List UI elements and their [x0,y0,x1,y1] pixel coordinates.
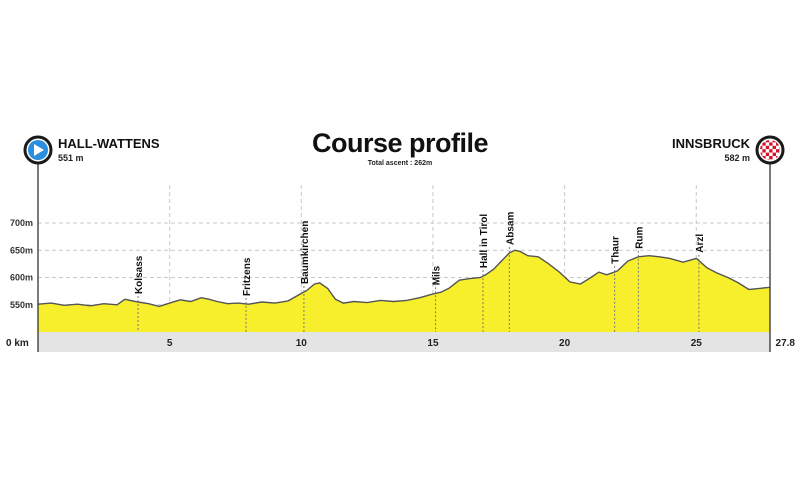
y-tick-label: 550m [10,300,33,310]
checker-square [762,149,766,153]
place-label: Mils [432,265,443,285]
total-ascent-subtitle: Total ascent : 262m [367,160,433,167]
place-label: Thaur [611,236,622,264]
place-layer: Kolsass Fritzens Baumkirchen Mils Hall in Ti… [134,212,706,332]
place-label: Rum [634,226,645,248]
x-tick-label: 27.8 [776,338,796,349]
start-name: HALL-WATTENS [58,136,160,151]
checker-square [765,140,770,143]
y-tick-labels: 550m 600m 650m 700m [10,218,33,310]
checker-square [776,149,780,153]
checker-square [762,142,766,146]
checker-square [769,142,773,146]
checker-square [769,140,773,143]
place-label: Baumkirchen [300,221,311,284]
x-tick-label: 0 km [6,338,29,349]
finish-checkered-flag-icon [755,135,785,165]
area-layer [37,249,771,332]
checker-square [760,145,763,150]
checker-square [772,152,776,156]
x-tick-label: 5 [167,338,173,349]
place-label: Kolsass [134,255,145,294]
finish-name: INNSBRUCK [672,136,750,151]
y-tick-label: 650m [10,245,33,255]
y-tick-label: 600m [10,273,33,283]
checker-square [769,152,773,156]
x-tick-label: 25 [691,338,703,349]
checker-square [760,152,763,156]
checker-square [762,145,766,150]
checker-square [776,142,780,146]
checker-square [772,142,776,146]
checker-square [765,156,770,160]
start-play-icon [23,135,53,165]
x-tick-label: 10 [296,338,308,349]
checker-square [779,149,780,153]
place-label: Arzl [695,234,706,253]
checker-square [769,149,773,153]
x-tick-label: 20 [559,338,571,349]
elevation-line [37,249,771,308]
course-title: Course profile [311,128,489,158]
place-label: Fritzens [242,257,253,296]
checker-square [765,145,770,150]
checker-square [772,156,776,160]
checker-square [772,149,776,153]
x-tick-labels: 0 km 5 10 15 20 25 27.8 [6,338,795,349]
checker-square [776,145,780,150]
y-tick-label: 700m [10,218,33,228]
distance-axis-bar [38,332,770,352]
finish-elevation: 582 m [724,153,750,163]
elevation-area [38,250,770,332]
x-tick-label: 15 [427,338,439,349]
checker-square [762,156,766,160]
start-elevation: 551 m [58,153,84,163]
checker-square [760,149,763,153]
checker-square [762,152,766,156]
place-label: Hall in Tirol [479,214,490,268]
checker-square [769,145,773,150]
checker-square [769,159,773,160]
checker-square [772,145,776,150]
place-label: Absam [505,212,516,245]
checker-square [765,149,770,153]
checker-square [769,156,773,160]
checker-square [776,152,780,156]
checker-square [765,142,770,146]
checker-square [772,140,776,143]
checker-square [765,152,770,156]
